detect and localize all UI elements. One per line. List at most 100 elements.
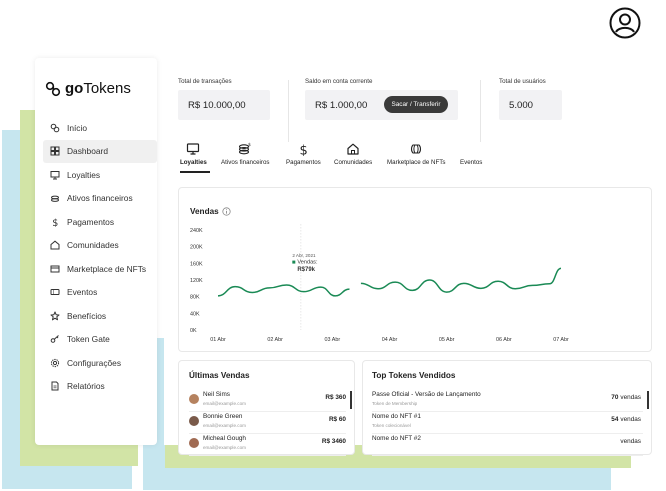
top-tokens-title: Top Tokens Vendidos: [372, 371, 456, 380]
monitor-icon: [50, 170, 60, 180]
monitor-icon: [187, 143, 200, 155]
grid-icon: [50, 146, 60, 156]
tab-ativos-financeiros[interactable]: $ Ativos financeiros: [221, 142, 270, 166]
divider: [372, 433, 643, 434]
x-tick-label: 02 Abr: [267, 337, 283, 343]
active-tab-indicator: [180, 171, 210, 173]
sales-number: 54: [611, 416, 619, 423]
sidebar-item-beneficios[interactable]: Benefícios: [43, 304, 157, 328]
list-item[interactable]: Passe Oficial - Versão de Lançamento Toke…: [363, 391, 653, 413]
x-tick-label: 06 Abr: [496, 337, 512, 343]
series-line-0: [217, 284, 350, 297]
dollar-icon: $: [52, 218, 58, 227]
recent-sales-card: Últimas Vendas Neil Sims email@example.co…: [178, 360, 356, 457]
tab-marketplace-nfts[interactable]: Marketplace de NFTs: [387, 142, 445, 166]
y-tick-label: 80K: [190, 295, 200, 301]
list-item[interactable]: Nome do NFT #1 Token colecionável 54 vendas: [363, 413, 653, 435]
tooltip-label: Vendas:: [297, 260, 318, 266]
divider: [372, 455, 643, 456]
tab-label: Loyalties: [180, 159, 207, 166]
sidebar-item-pagamentos[interactable]: $ Pagamentos: [43, 210, 157, 234]
sale-value: R$ 60: [328, 416, 346, 423]
sale-value: R$ 3460: [321, 438, 346, 445]
info-icon[interactable]: [222, 207, 231, 216]
tooltip-date: 2 Abr, 2021: [292, 253, 316, 258]
sidebar: goTokens Início Dashboard Loyalties Ativos …: [35, 58, 157, 445]
sales-number: 70: [611, 394, 619, 401]
sales-unit: vendas: [620, 394, 641, 401]
sidebar-item-label: Benefícios: [67, 310, 107, 321]
list-item[interactable]: Nome do NFT #2 vendas: [363, 435, 653, 457]
sidebar-item-dashboard[interactable]: Dashboard: [43, 139, 157, 163]
tab-pagamentos[interactable]: $ Pagamentos: [286, 142, 321, 167]
scroll-indicator[interactable]: [647, 391, 649, 409]
divider: [189, 411, 346, 412]
sidebar-item-configuracoes[interactable]: Configurações: [43, 351, 157, 375]
stat-balance-label: Saldo em conta corrente: [305, 78, 373, 85]
sidebar-item-eventos[interactable]: Eventos: [43, 281, 157, 305]
sidebar-item-loyalties[interactable]: Loyalties: [43, 163, 157, 187]
sidebar-item-marketplace-de-nfts[interactable]: Marketplace de NFTs: [43, 257, 157, 281]
sidebar-item-label: Token Gate: [67, 334, 110, 345]
token-sales-count: 70 vendas: [611, 394, 641, 401]
gear-icon: [50, 358, 60, 367]
nft-icon: [411, 144, 422, 154]
sidebar-item-label: Relatórios: [67, 381, 105, 392]
sidebar-item-label: Configurações: [67, 357, 122, 368]
withdraw-transfer-button[interactable]: Sacar / Transferir: [384, 96, 448, 113]
tab-eventos[interactable]: Eventos: [460, 159, 482, 166]
coins-icon: [51, 195, 59, 203]
sidebar-item-inicio[interactable]: Início: [43, 116, 157, 140]
avatar: [189, 416, 199, 426]
list-item[interactable]: Neil Sims email@example.com R$ 360: [179, 391, 356, 413]
user-profile-button[interactable]: [608, 6, 642, 40]
tab-label: Pagamentos: [286, 159, 321, 166]
divider: [372, 411, 643, 412]
sale-value: R$ 360: [325, 394, 346, 401]
sales-chart-card: Vendas 0K 40K 80K 120K 160K 200K 240K 01 Abr 02 …: [178, 187, 652, 352]
x-tick-label: 05 Abr: [439, 337, 455, 343]
svg-text:$: $: [248, 142, 251, 148]
sidebar-item-comunidades[interactable]: Comunidades: [43, 234, 157, 258]
sidebar-item-relatorios[interactable]: Relatórios: [43, 375, 157, 399]
home-icon: [50, 240, 60, 250]
app-logo[interactable]: goTokens: [45, 80, 131, 97]
sidebar-item-token-gate[interactable]: Token Gate: [43, 328, 157, 352]
stat-users-value: 5.000: [499, 90, 562, 120]
sidebar-item-label: Marketplace de NFTs: [67, 263, 147, 274]
y-tick-label: 40K: [190, 311, 200, 317]
sidebar-item-ativos-financeiros[interactable]: Ativos financeiros: [43, 187, 157, 211]
y-tick-label: 0K: [190, 328, 197, 334]
token-sales-count: 54 vendas: [611, 416, 641, 423]
series-line-1: [360, 267, 562, 293]
tab-comunidades[interactable]: Comunidades: [334, 142, 372, 166]
list-item[interactable]: Bonnie Green email@example.com R$ 60: [179, 413, 356, 435]
stat-transactions-value: R$ 10.000,00: [178, 90, 270, 120]
customer-name: Bonnie Green: [203, 413, 243, 420]
customer-email: email@example.com: [203, 401, 246, 406]
sales-unit: vendas: [620, 416, 641, 423]
avatar: [189, 438, 199, 448]
token-type: Token de Membership: [372, 401, 418, 406]
sidebar-item-label: Pagamentos: [67, 216, 115, 227]
avatar: [189, 394, 199, 404]
tab-loyalties[interactable]: Loyalties: [180, 142, 207, 166]
customer-email: email@example.com: [203, 445, 246, 450]
divider: [288, 80, 289, 142]
dollar-icon: $: [300, 144, 308, 157]
svg-text:$: $: [300, 144, 308, 157]
scroll-indicator[interactable]: [350, 391, 352, 409]
sidebar-item-label: Loyalties: [67, 169, 101, 180]
tab-label: Marketplace de NFTs: [387, 159, 446, 166]
token-sales-count: vendas: [618, 438, 641, 445]
tab-label: Comunidades: [334, 159, 373, 166]
document-icon: [51, 381, 59, 391]
token-name: Passe Oficial - Versão de Lançamento: [372, 391, 481, 398]
sales-unit: vendas: [620, 438, 641, 445]
sidebar-item-label: Início: [67, 122, 88, 133]
card-icon: [50, 265, 60, 273]
sidebar-nav: Início Dashboard Loyalties Ativos financeir…: [43, 116, 157, 398]
home-icon: [347, 143, 359, 155]
divider: [480, 80, 481, 142]
list-item[interactable]: Micheal Gough email@example.com R$ 3460: [179, 435, 356, 457]
